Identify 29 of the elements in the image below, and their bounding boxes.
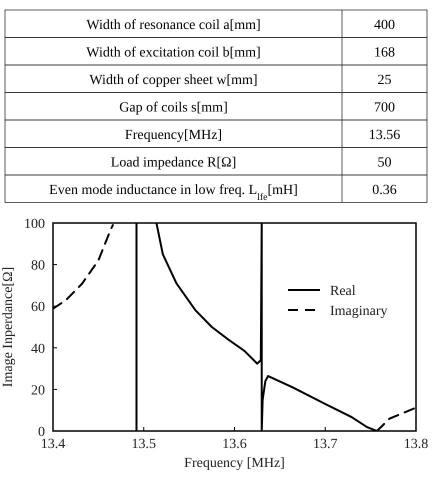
text: Load impedance R[Ω]	[110, 155, 236, 170]
x-axis-title: Frequency [MHz]	[184, 456, 285, 471]
text: Gap of coils s[mm]	[119, 100, 228, 116]
y-tick-label: 0	[38, 425, 45, 440]
y-tick-label: 60	[31, 300, 45, 316]
x-tick-label: 13.8	[404, 437, 428, 452]
text: Even mode inductance in low freq. L$_{lfe}$[mH]	[49, 182, 298, 202]
legend-label: Imaginary	[330, 304, 388, 319]
y-axis-title: Image Inperdance[Ω]	[1, 266, 16, 388]
text: 13.56	[368, 128, 400, 143]
y-tick-label: 100	[24, 217, 45, 232]
text: 0.36	[372, 182, 397, 198]
text: 700	[374, 100, 395, 116]
y-tick-label: 20	[31, 383, 45, 398]
legend-label: Real	[330, 284, 356, 299]
y-tick-label: 80	[31, 258, 45, 274]
x-tick-label: 13.5	[132, 437, 156, 452]
x-tick-label: 13.4	[40, 437, 66, 452]
text: Width of excitation coil b[mm]	[86, 45, 261, 60]
x-tick-label: 13.6	[222, 437, 247, 452]
text: Width of resonance coil a[mm]	[86, 18, 261, 33]
y-tick-label: 40	[31, 342, 45, 357]
text: 25	[378, 72, 392, 88]
x-tick-label: 13.7	[313, 437, 338, 452]
text: 50	[378, 155, 392, 170]
text: 168	[374, 45, 395, 60]
text: 400	[374, 18, 395, 33]
text: Width of copper sheet w[mm]	[89, 72, 258, 88]
text: Frequency[MHz]	[124, 128, 222, 143]
